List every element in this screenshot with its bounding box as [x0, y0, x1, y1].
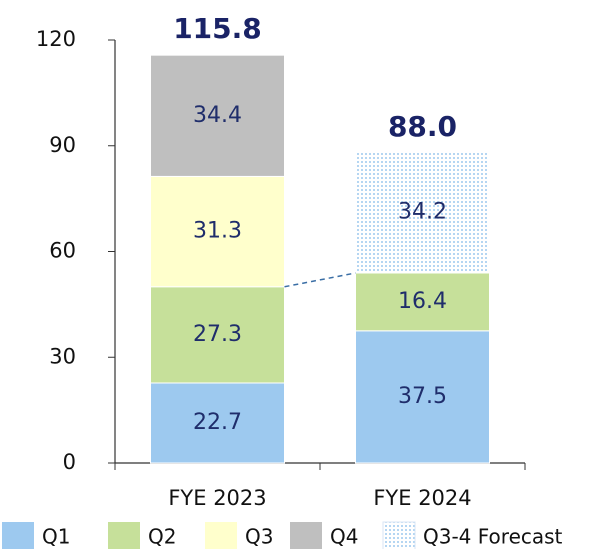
legend-swatch — [2, 522, 34, 549]
legend-label: Q4 — [330, 525, 358, 549]
bar-segment — [150, 54, 285, 177]
segment-label: 37.5 — [398, 384, 447, 409]
legend-swatch — [108, 522, 140, 549]
y-tick-label: 30 — [49, 344, 76, 368]
legend-swatch — [382, 521, 416, 549]
legend-label: Q3-4 Forecast — [423, 525, 563, 549]
y-tick-label: 120 — [36, 27, 76, 51]
segment-label: 27.3 — [193, 322, 242, 347]
legend-swatch — [205, 522, 237, 549]
connector — [284, 272, 356, 288]
legend-swatch — [290, 522, 322, 549]
total-label: 115.8 — [173, 12, 262, 45]
total-label: 88.0 — [388, 110, 457, 143]
y-tick-label: 90 — [49, 133, 76, 157]
legend-label: Q3 — [245, 525, 273, 549]
y-tick-label: 60 — [49, 239, 76, 263]
legend-label: Q2 — [148, 525, 176, 549]
bar-segment — [355, 330, 490, 464]
x-tick-label: FYE 2024 — [373, 486, 471, 510]
bar-segment — [150, 175, 285, 288]
legend-label: Q1 — [42, 525, 70, 549]
segment-label: 22.7 — [193, 410, 242, 435]
y-tick-label: 0 — [63, 450, 76, 474]
bar-segment — [355, 272, 490, 332]
segment-label: 31.3 — [193, 219, 242, 244]
bar-segment — [355, 151, 490, 274]
x-tick-label: FYE 2023 — [168, 486, 266, 510]
bar-segment — [150, 286, 285, 384]
segment-label: 16.4 — [398, 289, 447, 314]
segment-label: 34.2 — [398, 200, 447, 225]
segment-label: 34.4 — [193, 103, 242, 128]
